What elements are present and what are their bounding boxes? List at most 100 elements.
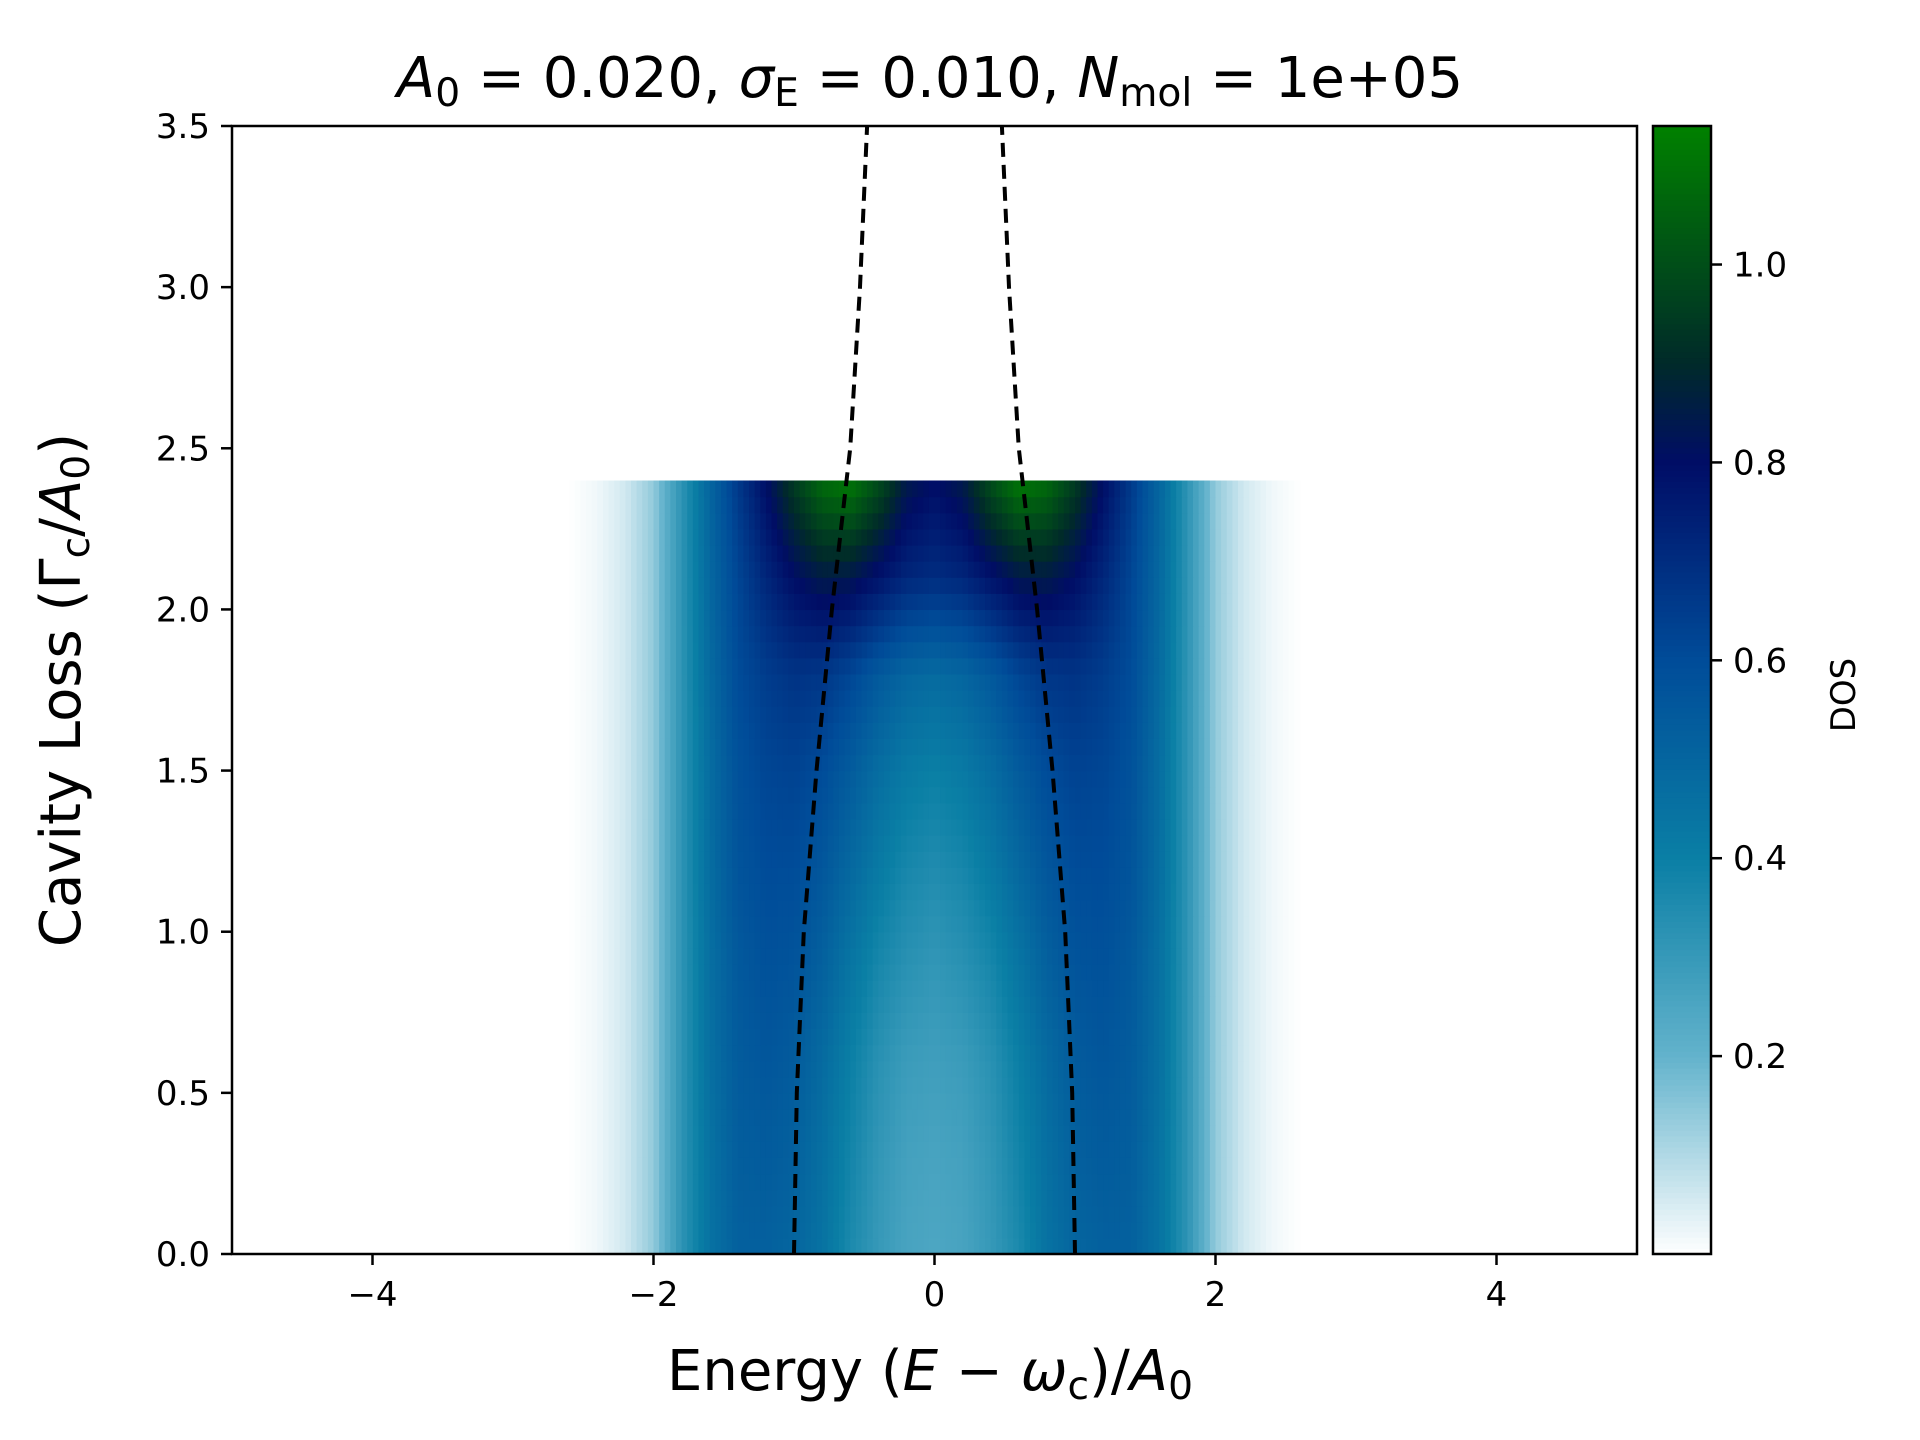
heatmap-cell bbox=[1125, 673, 1132, 691]
heatmap-cell bbox=[1091, 1012, 1099, 1029]
heatmap-cell bbox=[749, 1237, 756, 1255]
heatmap-cell bbox=[1001, 899, 1009, 917]
heatmap-cell bbox=[917, 1189, 924, 1207]
heatmap-cell bbox=[1091, 1028, 1099, 1046]
heatmap-cell bbox=[1058, 980, 1065, 997]
heatmap-cell bbox=[867, 1044, 874, 1062]
heatmap-cell bbox=[822, 1221, 829, 1239]
heatmap-cell bbox=[1254, 673, 1262, 691]
heatmap-cell bbox=[1187, 931, 1194, 949]
heatmap-cell bbox=[1097, 1141, 1104, 1158]
heatmap-cell bbox=[619, 980, 626, 997]
heatmap-cell bbox=[990, 738, 997, 756]
heatmap-cell bbox=[951, 1189, 958, 1207]
heatmap-cell bbox=[653, 1108, 660, 1126]
heatmap-cell bbox=[1080, 867, 1087, 884]
heatmap-cell bbox=[1052, 931, 1059, 949]
heatmap-cell bbox=[631, 641, 638, 659]
heatmap-cell bbox=[1294, 1141, 1301, 1158]
heatmap-cell bbox=[1024, 1028, 1031, 1046]
heatmap-cell bbox=[737, 1205, 745, 1223]
heatmap-cell bbox=[900, 1205, 907, 1223]
heatmap-cell bbox=[1007, 722, 1014, 739]
heatmap-cell bbox=[906, 818, 913, 836]
heatmap-cell bbox=[681, 883, 688, 901]
heatmap-cell bbox=[1030, 1108, 1037, 1126]
heatmap-cell bbox=[923, 722, 930, 739]
heatmap-cell bbox=[1080, 963, 1087, 981]
heatmap-cell bbox=[1119, 835, 1127, 852]
heatmap-cell bbox=[990, 996, 997, 1013]
heatmap-cell bbox=[805, 1076, 812, 1094]
heatmap-cell bbox=[900, 818, 907, 836]
heatmap-cell bbox=[917, 980, 924, 997]
heatmap-cell bbox=[1035, 770, 1042, 788]
heatmap-cell bbox=[743, 738, 750, 756]
heatmap-cell bbox=[827, 1125, 834, 1142]
heatmap-cell bbox=[906, 963, 913, 981]
heatmap-cell bbox=[945, 1157, 952, 1175]
heatmap-cell bbox=[895, 1044, 902, 1062]
heatmap-cell bbox=[1148, 1157, 1155, 1175]
heatmap-cell bbox=[1080, 1060, 1087, 1078]
heatmap-cell bbox=[951, 996, 958, 1013]
heatmap-cell bbox=[822, 867, 829, 884]
heatmap-cell bbox=[996, 1141, 1003, 1158]
heatmap-cell bbox=[855, 706, 863, 723]
heatmap-cell bbox=[765, 754, 773, 772]
heatmap-cell bbox=[1080, 835, 1087, 852]
heatmap-cell bbox=[569, 1173, 576, 1191]
heatmap-cell bbox=[900, 1173, 907, 1191]
heatmap-cell bbox=[749, 996, 756, 1013]
heatmap-cell bbox=[614, 722, 621, 739]
heatmap-cell bbox=[1254, 722, 1262, 739]
heatmap-cell bbox=[1277, 1237, 1284, 1255]
heatmap-cell bbox=[608, 851, 615, 868]
heatmap-cell bbox=[1260, 980, 1267, 997]
heatmap-cell bbox=[1198, 835, 1205, 852]
heatmap-cell bbox=[1215, 786, 1222, 804]
heatmap-cell bbox=[754, 738, 761, 756]
heatmap-cell bbox=[754, 1141, 761, 1158]
heatmap-cell bbox=[867, 770, 874, 788]
heatmap-cell bbox=[619, 867, 626, 884]
heatmap-cell bbox=[985, 706, 992, 723]
heatmap-cell bbox=[1193, 706, 1200, 723]
heatmap-cell bbox=[715, 1092, 722, 1110]
heatmap-cell bbox=[889, 1141, 896, 1158]
heatmap-cell bbox=[1148, 786, 1155, 804]
heatmap-cell bbox=[1254, 1173, 1262, 1191]
heatmap-cell bbox=[850, 835, 857, 852]
heatmap-cell bbox=[816, 851, 823, 868]
heatmap-cell bbox=[945, 1092, 952, 1110]
heatmap-cell bbox=[1170, 851, 1177, 868]
heatmap-cell bbox=[1041, 915, 1048, 933]
heatmap-cell bbox=[749, 754, 756, 772]
heatmap-cell bbox=[917, 915, 924, 933]
heatmap-cell bbox=[1119, 1173, 1127, 1191]
heatmap-cell bbox=[664, 1157, 671, 1175]
heatmap-cell bbox=[1052, 738, 1059, 756]
heatmap-cell bbox=[1294, 1125, 1301, 1142]
heatmap-cell bbox=[1164, 1108, 1172, 1126]
heatmap-cell bbox=[664, 625, 671, 643]
heatmap-cell bbox=[1221, 770, 1228, 788]
heatmap-cell bbox=[1136, 899, 1144, 917]
heatmap-cell bbox=[692, 915, 700, 933]
heatmap-cell bbox=[1215, 706, 1222, 723]
heatmap-cell bbox=[1221, 1092, 1228, 1110]
heatmap-cell bbox=[1271, 673, 1278, 691]
heatmap-cell bbox=[664, 802, 671, 820]
heatmap-cell bbox=[782, 722, 789, 739]
heatmap-cell bbox=[1226, 1044, 1233, 1062]
heatmap-cell bbox=[636, 851, 643, 868]
heatmap-cell bbox=[968, 980, 975, 997]
heatmap-cell bbox=[642, 996, 649, 1013]
heatmap-cell bbox=[1018, 657, 1026, 675]
heatmap-cell bbox=[1277, 802, 1284, 820]
heatmap-cell bbox=[1024, 690, 1031, 707]
heatmap-cell bbox=[799, 867, 806, 884]
heatmap-cell bbox=[883, 1173, 891, 1191]
heatmap-cell bbox=[1007, 1221, 1014, 1239]
heatmap-cell bbox=[1131, 738, 1138, 756]
